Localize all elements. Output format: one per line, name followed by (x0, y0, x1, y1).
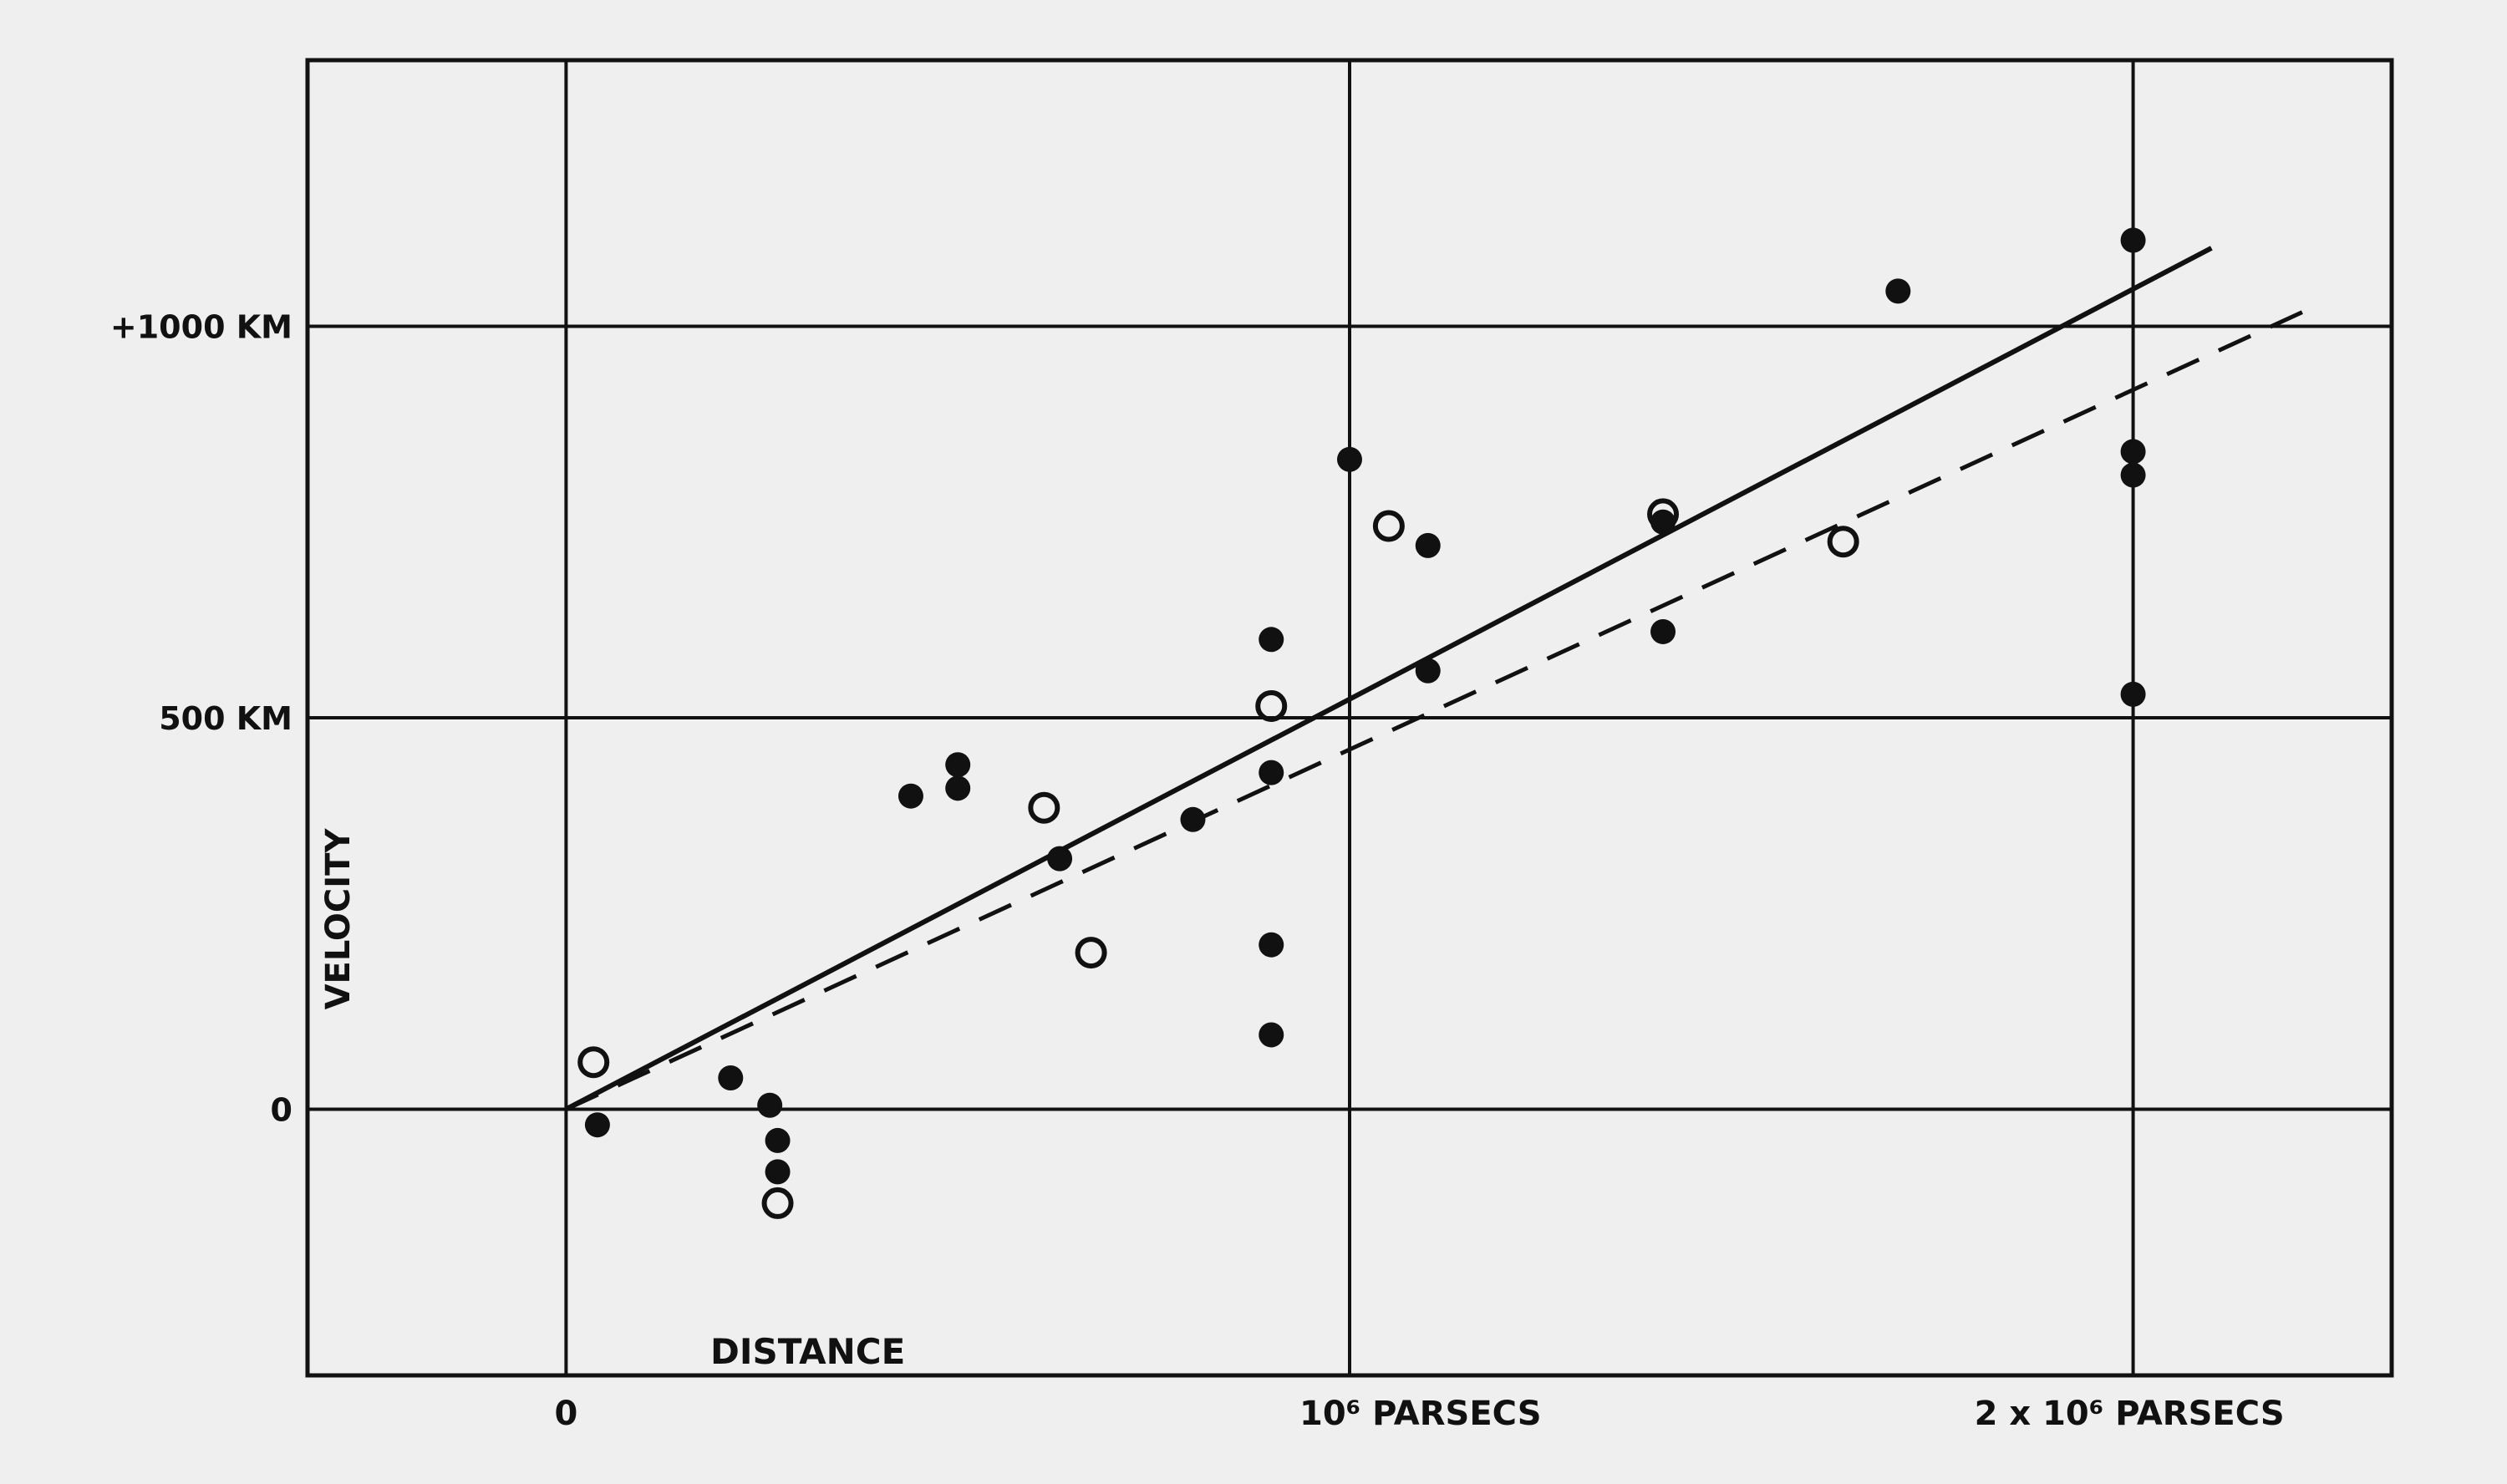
filled-data-point (945, 775, 971, 801)
filled-data-point (757, 1092, 783, 1118)
filled-data-point (765, 1127, 791, 1153)
filled-data-point (2120, 439, 2146, 465)
filled-data-point (1180, 806, 1206, 832)
grid-layer (305, 58, 2394, 1378)
open-data-point (1028, 791, 1060, 824)
x-tick-label: 2 x 10⁶ PARSECS (1975, 1395, 2285, 1433)
filled-data-point (1415, 658, 1441, 684)
filled-data-point (765, 1159, 791, 1185)
filled-data-point (1259, 932, 1284, 958)
filled-data-point (1885, 278, 1911, 304)
open-data-point (1647, 498, 1680, 531)
solid-fit-line (565, 246, 2213, 1112)
open-data-point (761, 1187, 794, 1219)
y-tick-label: 500 KM (159, 700, 292, 737)
open-data-point (1372, 510, 1405, 542)
y-axis-title: VELOCITY (319, 828, 358, 1010)
y-tick-label: 0 (271, 1091, 292, 1128)
open-data-point (1827, 526, 1859, 558)
open-data-point (577, 1046, 610, 1079)
filled-data-point (1415, 532, 1441, 558)
filled-data-point (1259, 760, 1284, 785)
filled-data-point (1650, 618, 1676, 644)
x-tick-label: 0 (554, 1395, 577, 1433)
filled-data-point (898, 783, 923, 809)
open-data-point (1075, 937, 1107, 969)
filled-data-point (1259, 627, 1284, 653)
filled-data-point (2120, 681, 2146, 707)
filled-data-point (584, 1112, 610, 1138)
filled-data-point (945, 752, 971, 778)
filled-data-point (2120, 462, 2146, 488)
y-tick-label: +1000 KM (110, 309, 292, 346)
filled-data-point (1047, 846, 1073, 872)
filled-data-point (1259, 1022, 1284, 1048)
filled-data-point (718, 1065, 744, 1090)
filled-data-point (1337, 446, 1362, 472)
data-point-layer (577, 227, 2146, 1219)
fit-line-layer (565, 246, 2306, 1112)
label-layer: 0 10⁶ PARSECS 2 x 10⁶ PARSECS 0 500 KM +1000 … (110, 309, 2285, 1433)
open-data-point (1255, 689, 1288, 722)
filled-data-point (2120, 227, 2146, 253)
x-axis-title: DISTANCE (710, 1331, 905, 1372)
dashed-fit-line (565, 308, 2306, 1111)
x-tick-label: 10⁶ PARSECS (1299, 1395, 1542, 1433)
